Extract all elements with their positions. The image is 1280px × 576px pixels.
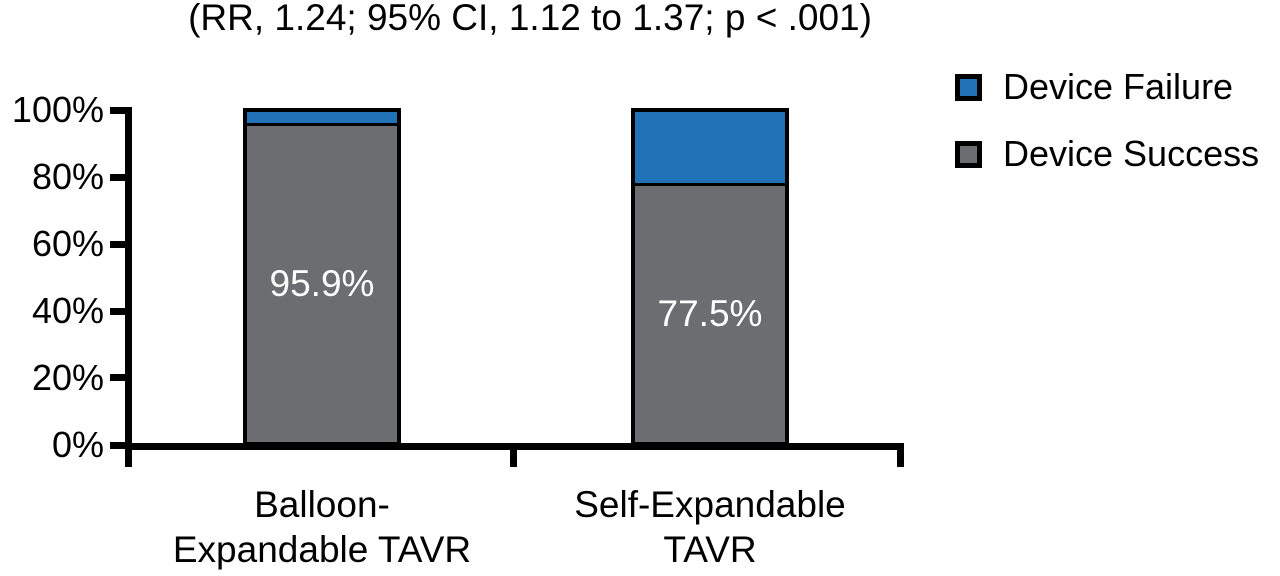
y-tick-mark bbox=[110, 174, 126, 181]
y-tick-label-20: 20% bbox=[31, 357, 104, 398]
bar-self-expandable: 77.5% bbox=[631, 108, 789, 446]
device-success-swatch-icon bbox=[955, 140, 982, 168]
x-category-line: Expandable TAVR bbox=[172, 529, 472, 570]
y-tick-mark bbox=[110, 241, 126, 248]
legend-item-device-failure: Device Failure bbox=[955, 66, 1233, 108]
legend-label: Device Failure bbox=[1003, 66, 1234, 107]
x-category-label-self: Self-Expandable TAVR bbox=[520, 482, 900, 572]
x-tick-mark bbox=[125, 450, 132, 467]
device-failure-segment bbox=[635, 112, 785, 187]
bar-value-label: 77.5% bbox=[657, 293, 763, 335]
device-failure-segment bbox=[247, 112, 397, 126]
x-category-label-balloon: Balloon- Expandable TAVR bbox=[132, 482, 512, 572]
x-category-line: Balloon- bbox=[254, 484, 390, 525]
device-success-segment: 77.5% bbox=[635, 186, 785, 442]
y-tick-mark bbox=[110, 374, 126, 381]
y-tick-label-80: 80% bbox=[31, 156, 104, 197]
y-tick-mark bbox=[110, 442, 126, 449]
x-category-line: TAVR bbox=[663, 529, 757, 570]
y-tick-mark bbox=[110, 308, 126, 315]
y-tick-label-0: 0% bbox=[51, 424, 104, 465]
bar-balloon-expandable: 95.9% bbox=[243, 108, 401, 446]
x-tick-mark bbox=[510, 450, 517, 467]
y-tick-label-40: 40% bbox=[31, 290, 104, 331]
y-tick-label-100: 100% bbox=[11, 89, 104, 130]
y-tick-label-60: 60% bbox=[31, 223, 104, 264]
x-axis-line bbox=[125, 443, 904, 450]
chart-title: (RR, 1.24; 95% CI, 1.12 to 1.37; p < .00… bbox=[188, 0, 872, 38]
x-tick-mark bbox=[897, 450, 904, 467]
bar-value-label: 95.9% bbox=[269, 262, 375, 304]
y-axis-line bbox=[125, 107, 132, 450]
y-tick-mark bbox=[110, 107, 126, 114]
legend-label: Device Success bbox=[1003, 133, 1260, 174]
device-failure-swatch-icon bbox=[955, 73, 982, 101]
legend-item-device-success: Device Success bbox=[955, 133, 1259, 175]
x-category-line: Self-Expandable bbox=[574, 484, 846, 525]
device-success-segment: 95.9% bbox=[247, 125, 397, 442]
